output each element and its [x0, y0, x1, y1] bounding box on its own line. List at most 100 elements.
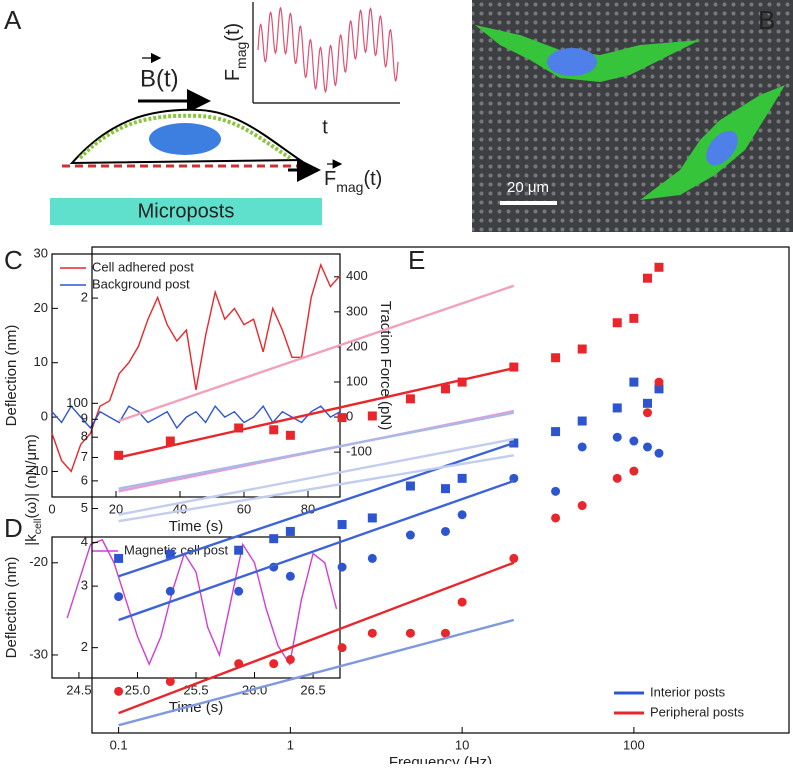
- marker: [405, 628, 415, 638]
- y-tick-label: 2: [81, 290, 88, 305]
- legend-label: Interior posts: [650, 684, 726, 699]
- marker: [654, 262, 664, 272]
- panel-label: D: [4, 513, 23, 543]
- x-tick-label: 0.1: [110, 737, 128, 752]
- marker: [440, 628, 450, 638]
- series-line: [118, 367, 515, 459]
- marker: [654, 448, 664, 458]
- marker: [269, 534, 279, 544]
- panel-label: C: [4, 245, 23, 275]
- marker: [509, 362, 519, 372]
- marker: [114, 592, 124, 602]
- scale-bar-label: 20 μm: [507, 179, 549, 196]
- y-tick-label: 5: [81, 500, 88, 515]
- marker: [337, 562, 347, 572]
- micrograph: [472, 0, 793, 232]
- y-tick-label: -10: [29, 463, 48, 478]
- marker: [612, 432, 622, 442]
- marker: [440, 526, 450, 536]
- marker: [629, 313, 639, 323]
- label-rest: (t): [222, 23, 244, 42]
- marker: [114, 450, 124, 460]
- label-sub: mag: [233, 42, 249, 69]
- nucleus-image: [706, 130, 738, 166]
- marker: [367, 411, 377, 421]
- schematic-a: [50, 2, 400, 225]
- y-tick-label: 20: [34, 300, 48, 315]
- marker: [577, 442, 587, 452]
- label-rest: (ω)| (nN/μm): [23, 434, 40, 518]
- y-tick-label: 7: [81, 449, 88, 464]
- marker: [629, 377, 639, 387]
- panel-label: E: [408, 245, 425, 275]
- marker: [551, 353, 561, 363]
- y2-tick-label: 0: [346, 408, 353, 423]
- y2-tick-label: 400: [346, 268, 368, 283]
- series-line: [118, 437, 515, 516]
- substrate: [50, 198, 322, 225]
- x-tick-label: 60: [237, 501, 251, 516]
- marker: [269, 659, 279, 669]
- marker: [367, 553, 377, 563]
- x-tick-label: 100: [623, 737, 645, 752]
- label-sub: mag: [336, 179, 363, 195]
- panel-label: A: [4, 5, 22, 35]
- x-axis-label: Time (s): [169, 699, 223, 716]
- series-line: [118, 479, 515, 622]
- marker: [654, 377, 664, 387]
- schematic-wave: [257, 6, 399, 94]
- marker: [509, 553, 519, 563]
- marker: [612, 403, 622, 413]
- y2-tick-label: 300: [346, 303, 368, 318]
- marker: [612, 318, 622, 328]
- force-axis-label: Fmag(t): [222, 23, 248, 81]
- marker: [114, 553, 124, 563]
- marker: [612, 473, 622, 483]
- marker: [269, 425, 279, 435]
- legend-label: Cell adhered post: [92, 259, 194, 274]
- marker: [509, 438, 519, 448]
- x-tick-label: 1: [287, 737, 294, 752]
- series-line: [118, 454, 514, 523]
- marker: [165, 677, 175, 687]
- y-tick-label: 30: [34, 245, 48, 260]
- marker: [337, 643, 347, 653]
- marker: [642, 408, 652, 418]
- marker: [577, 501, 587, 511]
- marker: [234, 545, 244, 555]
- field-label: B(t): [140, 65, 179, 92]
- x-tick-label: 10: [455, 737, 469, 752]
- marker: [629, 436, 639, 446]
- nucleus-image: [547, 48, 597, 76]
- marker: [234, 586, 244, 596]
- marker: [114, 686, 124, 696]
- label-main: F: [324, 168, 336, 190]
- substrate-label: Microposts: [138, 200, 235, 222]
- marker: [337, 520, 347, 530]
- marker: [577, 416, 587, 426]
- y-tick-label: -20: [29, 554, 48, 569]
- marker: [642, 442, 652, 452]
- x-tick-label: 25.0: [125, 682, 150, 697]
- y-axis-label: Deflection (nm): [3, 325, 20, 427]
- label-main: |k: [23, 534, 40, 546]
- marker: [440, 384, 450, 394]
- y-tick-label: 100: [66, 395, 88, 410]
- y-tick-label: 9: [81, 411, 88, 426]
- x-tick-label: 20: [109, 501, 123, 516]
- marker: [654, 384, 664, 394]
- marker: [285, 654, 295, 664]
- series-line: [118, 411, 515, 490]
- marker: [405, 530, 415, 540]
- label-main: F: [222, 69, 244, 81]
- legend-label: Peripheral posts: [650, 704, 744, 719]
- y-tick-label: 2: [81, 639, 88, 654]
- marker: [337, 413, 347, 423]
- y-tick-label: 8: [81, 429, 88, 444]
- marker: [285, 571, 295, 581]
- marker: [405, 394, 415, 404]
- marker: [367, 513, 377, 523]
- label-rest: (t): [363, 168, 382, 190]
- y-tick-label: -30: [29, 646, 48, 661]
- series-line: [118, 284, 515, 423]
